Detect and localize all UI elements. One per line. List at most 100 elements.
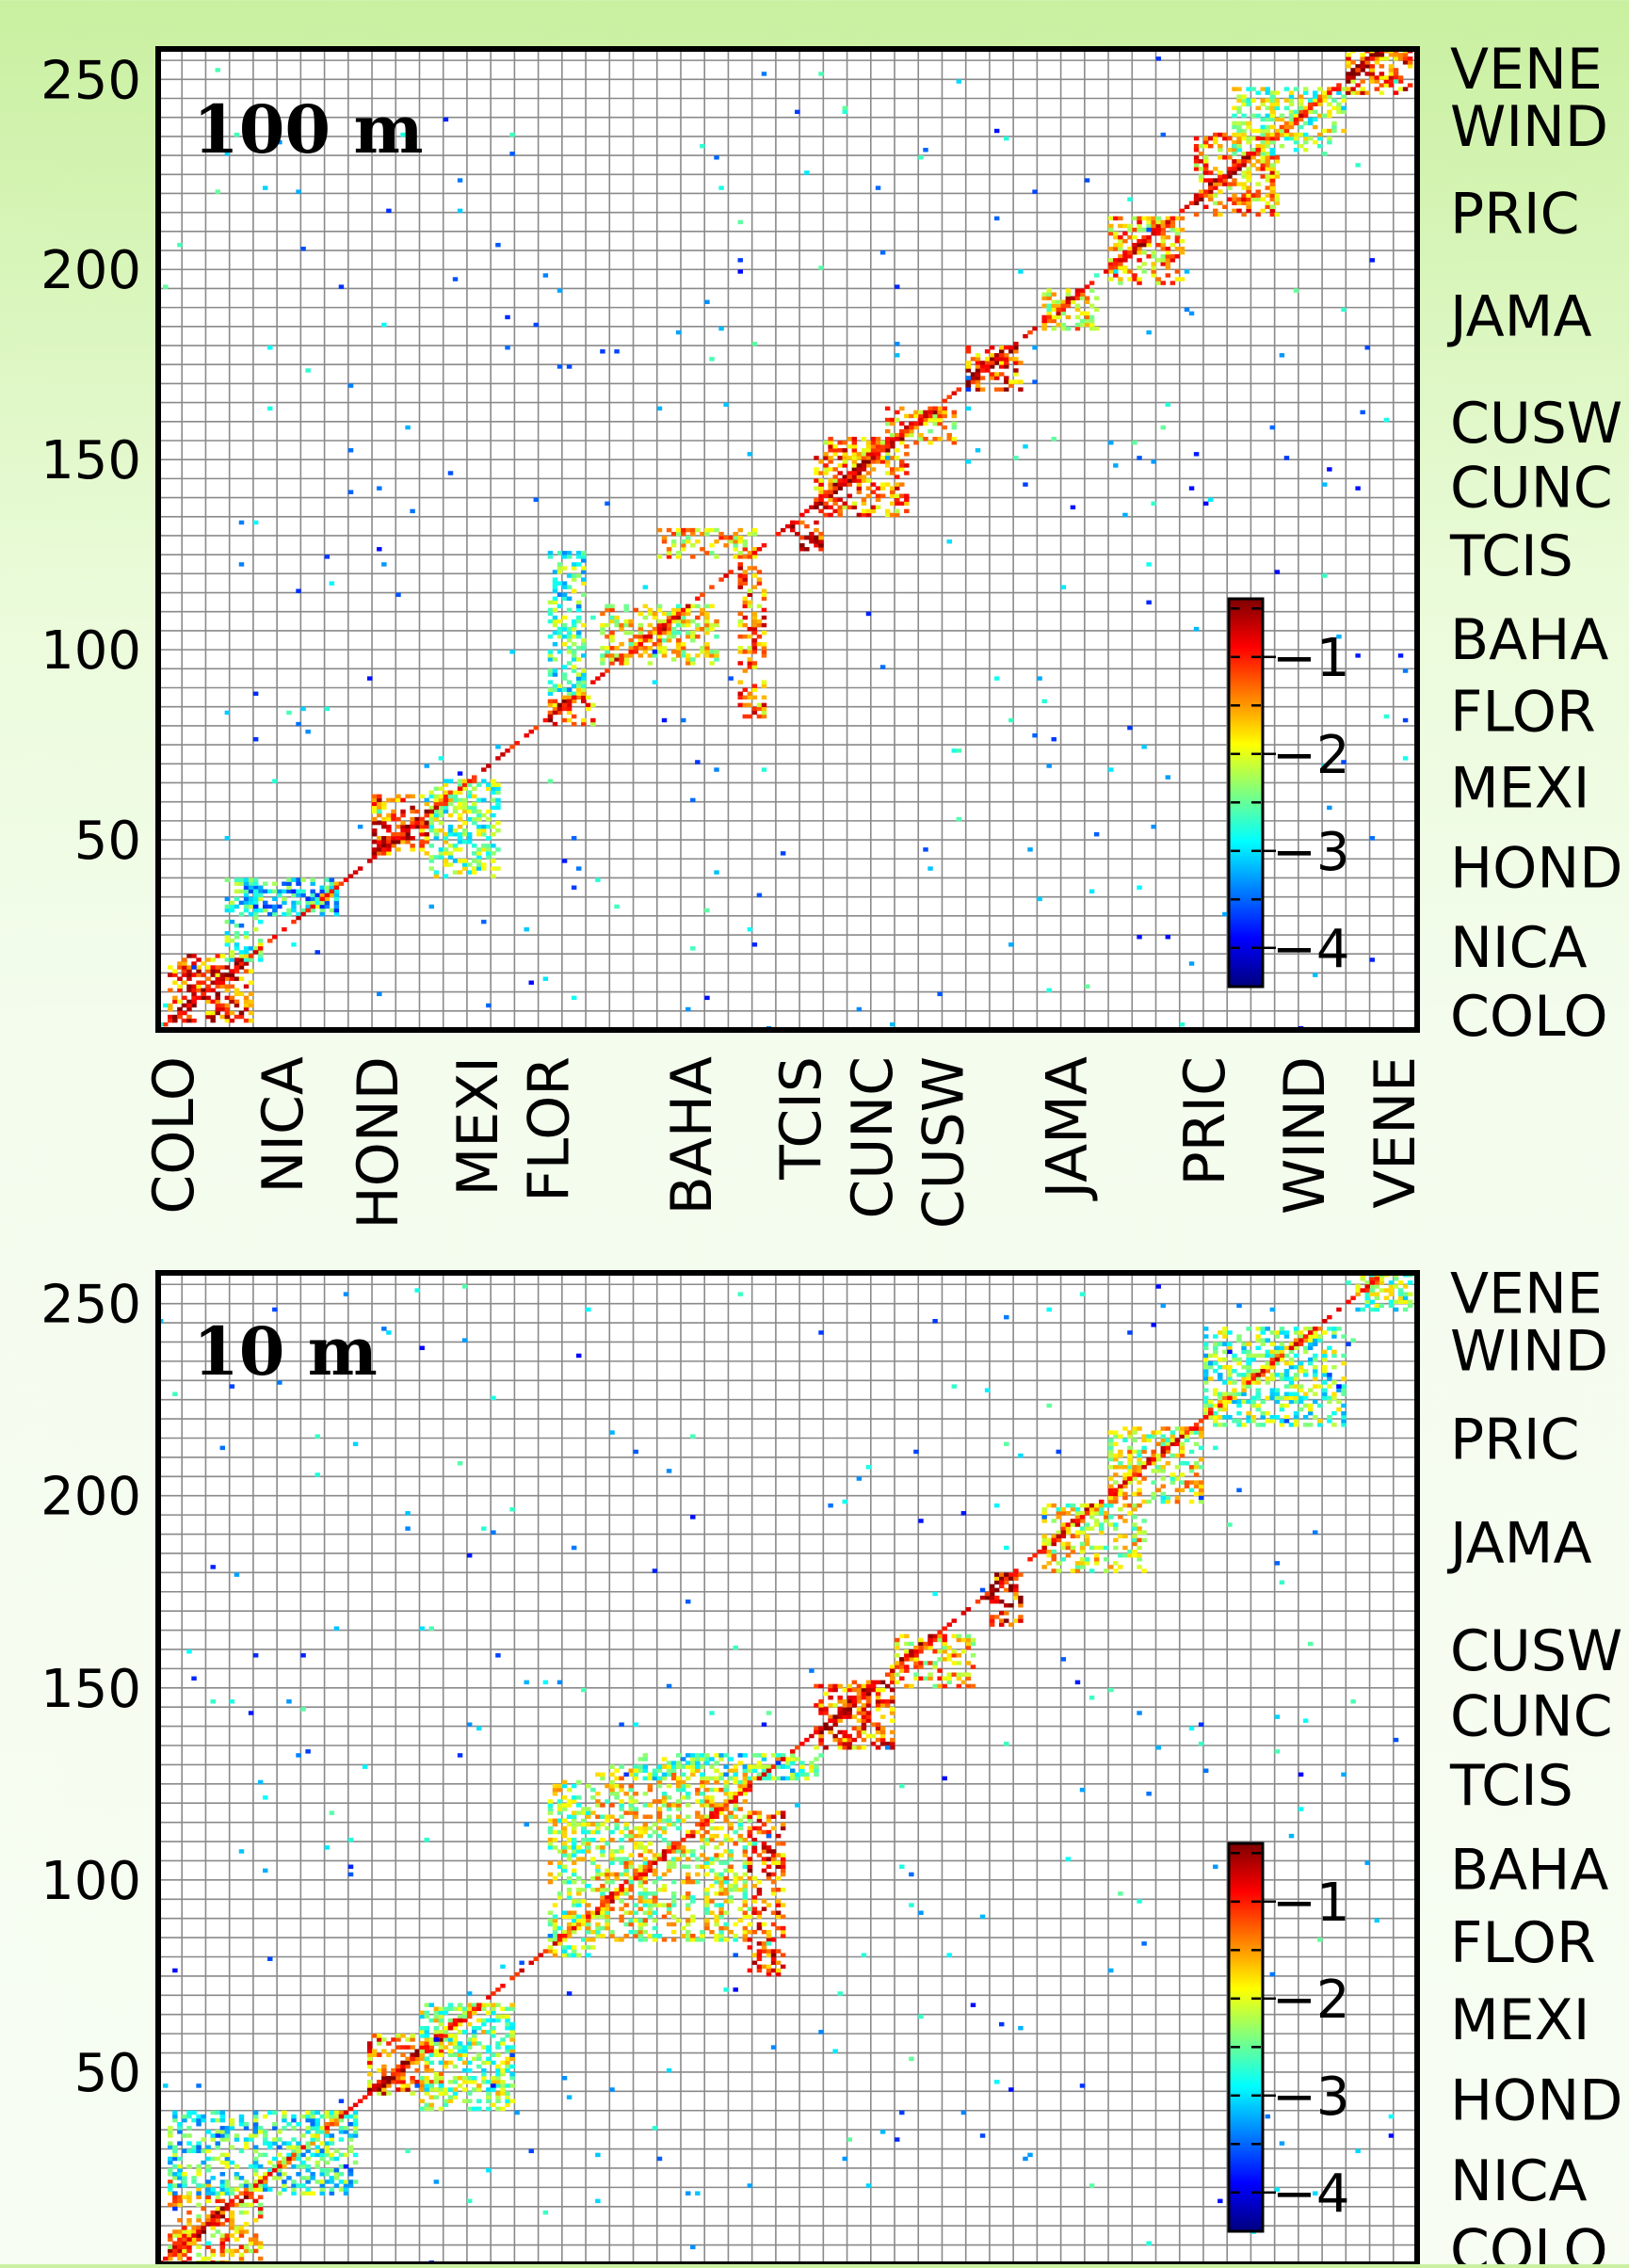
heatmap-cell: [439, 821, 444, 825]
heatmap-cell: [425, 840, 429, 844]
heatmap-cell: [600, 646, 605, 650]
heatmap-cell: [244, 931, 249, 935]
heatmap-cell: [505, 2022, 509, 2026]
heatmap-cell: [1004, 357, 1008, 361]
heatmap-cell: [216, 1007, 220, 1011]
heatmap-cell: [776, 1899, 781, 1903]
heatmap-cell: [249, 901, 253, 905]
heatmap-cell: [904, 463, 909, 467]
heatmap-cell: [1056, 308, 1061, 312]
heatmap-cell: [590, 703, 595, 707]
heatmap-cell: [476, 851, 481, 855]
heatmap-cell: [400, 2080, 405, 2083]
heatmap-cell: [757, 1891, 762, 1895]
heatmap-cell: [781, 528, 785, 532]
heatmap-cell: [444, 2034, 448, 2037]
heatmap-cell: [1375, 87, 1379, 90]
heatmap-cell: [467, 782, 472, 786]
heatmap-cell: [685, 619, 690, 623]
heatmap-cell: [439, 2087, 444, 2091]
heatmap-cell: [330, 2111, 334, 2115]
heatmap-cell: [1041, 327, 1046, 330]
heatmap-cell: [234, 976, 239, 980]
heatmap-cell: [177, 2164, 182, 2168]
heatmap-cell: [1255, 193, 1260, 197]
heatmap-cell: [776, 1911, 781, 1915]
heatmap-cell: [177, 961, 182, 965]
heatmap-cell: [671, 539, 676, 543]
heatmap-cell: [191, 954, 196, 957]
heatmap-cell: [1266, 167, 1270, 170]
heatmap-cell: [1389, 75, 1394, 79]
heatmap-cell: [709, 1788, 714, 1792]
heatmap-cell: [439, 2011, 444, 2015]
heatmap-cell: [277, 893, 282, 897]
heatmap-cell: [1270, 99, 1275, 103]
heatmap-cell: [852, 456, 857, 459]
heatmap-cell: [1280, 129, 1284, 133]
heatmap-cell: [581, 653, 586, 657]
heatmap-cell: [667, 1823, 671, 1826]
heatmap-cell: [1046, 315, 1051, 319]
heatmap-cell: [253, 2161, 258, 2164]
heatmap-cell: [300, 2115, 305, 2118]
heatmap-cell: [462, 779, 467, 782]
heatmap-cell: [843, 110, 847, 114]
heatmap-cell: [1236, 87, 1241, 90]
heatmap-cell: [776, 1810, 781, 1814]
heatmap-cell: [334, 2157, 339, 2161]
heatmap-cell: [448, 802, 453, 806]
heatmap-cell: [405, 836, 410, 840]
heatmap-cell: [505, 2057, 509, 2061]
heatmap-cell: [628, 1919, 633, 1922]
heatmap-cell: [700, 1845, 704, 1849]
heatmap-cell: [648, 646, 653, 650]
heatmap-cell: [391, 844, 395, 847]
heatmap-cell: [614, 1792, 619, 1795]
heatmap-cell: [481, 2080, 486, 2083]
heatmap-cell: [1322, 573, 1327, 577]
heatmap-cell: [1213, 140, 1218, 144]
heatmap-cell: [491, 851, 495, 855]
heatmap-cell: [462, 2068, 467, 2072]
heatmap-cell: [695, 604, 700, 608]
heatmap-cell: [325, 897, 330, 901]
x-region-label: MEXI: [445, 1056, 511, 1196]
heatmap-cell: [330, 581, 334, 585]
heatmap-cell: [843, 456, 847, 459]
heatmap-cell: [723, 1899, 728, 1903]
heatmap-cell: [1389, 79, 1394, 83]
heatmap-cell: [562, 1869, 567, 1873]
heatmap-cell: [748, 566, 752, 570]
heatmap-cell: [234, 992, 239, 996]
heatmap-cell: [590, 1830, 595, 1834]
heatmap-cell: [890, 494, 895, 498]
heatmap-cell: [263, 2183, 267, 2187]
heatmap-cell: [605, 635, 609, 638]
heatmap-cell: [657, 1934, 662, 1938]
heatmap-cell: [762, 1849, 766, 1853]
heatmap-cell: [685, 635, 690, 638]
heatmap-cell: [419, 2080, 424, 2083]
heatmap-cell: [671, 1865, 676, 1869]
heatmap-cell: [648, 1934, 653, 1938]
heatmap-cell: [1166, 935, 1170, 939]
heatmap-cell: [557, 1807, 562, 1810]
heatmap-cell: [781, 1810, 785, 1814]
heatmap-cell: [1113, 262, 1118, 265]
heatmap-cell: [210, 965, 215, 969]
heatmap-cell: [662, 1799, 667, 1803]
heatmap-cell: [439, 798, 444, 802]
heatmap-cell: [976, 353, 980, 357]
heatmap-cell: [205, 2149, 210, 2153]
heatmap-cell: [1266, 133, 1270, 137]
heatmap-cell: [653, 680, 657, 684]
heatmap-cell: [657, 1810, 662, 1814]
heatmap-cell: [600, 661, 605, 665]
heatmap-cell: [990, 372, 994, 376]
heatmap-cell: [1127, 726, 1132, 730]
heatmap-cell: [429, 813, 434, 817]
heatmap-cell: [177, 2253, 182, 2257]
heatmap-cell: [377, 2068, 381, 2072]
heatmap-cell: [486, 855, 491, 859]
